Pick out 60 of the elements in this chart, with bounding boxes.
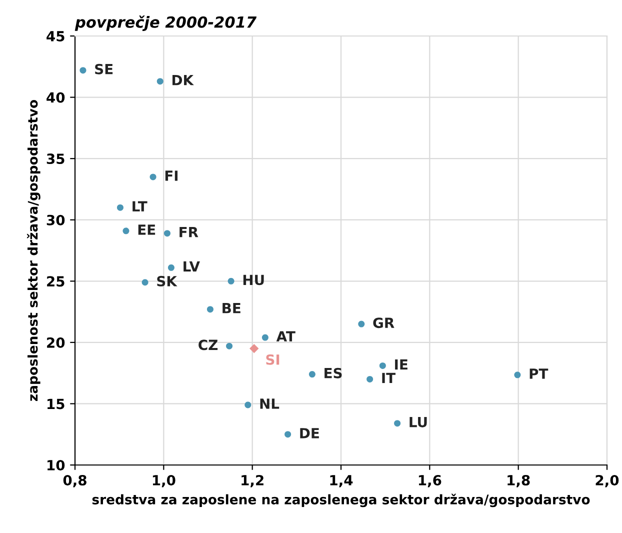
x-tick-label: 1,8 [508, 474, 530, 488]
data-label: LV [184, 261, 200, 272]
point [142, 279, 148, 286]
point [514, 372, 521, 378]
data-label: CZ [198, 340, 218, 350]
point [206, 306, 214, 313]
x-tick-label: 1,4 [330, 475, 353, 488]
y-axis-title: zaposlenost sektor država/gospodarstvo [26, 100, 40, 401]
data-label: IT [382, 372, 396, 384]
y-tick-label: 25 [47, 276, 64, 287]
data-label: HU [243, 274, 264, 286]
data-label: GR [373, 318, 394, 328]
x-axis-title: sredstva za zaposlene na zaposlenega sektor država/gospodarstvo [92, 494, 590, 508]
point [366, 376, 374, 382]
data-label: IE [395, 359, 408, 370]
data-label: LU [410, 417, 427, 428]
point [156, 78, 164, 85]
point [226, 342, 233, 350]
y-tick-label: 40 [46, 92, 65, 103]
point [80, 67, 86, 74]
chart-title: povprečje 2000-2017 [74, 15, 257, 31]
y-tick-label: 20 [47, 337, 65, 348]
point [250, 344, 259, 354]
point [284, 431, 292, 438]
point [379, 362, 386, 369]
y-tick-label: 30 [46, 214, 65, 226]
point [308, 371, 316, 378]
point [262, 334, 268, 341]
x-tick-label: 1,0 [152, 474, 176, 488]
point [116, 204, 124, 211]
data-label: LT [132, 201, 148, 212]
y-tick-label: 15 [48, 398, 64, 410]
point [122, 228, 130, 234]
data-label: DK [172, 75, 194, 86]
data-label: SK [157, 276, 178, 286]
data-label: SE [95, 64, 113, 74]
y-tick-label: 35 [46, 154, 64, 164]
y-tick-label: 10 [48, 460, 65, 470]
x-tick-label: 0,8 [63, 474, 86, 488]
point [394, 420, 401, 427]
data-label: SI [266, 354, 280, 365]
data-label: NL [260, 398, 280, 409]
point [164, 230, 170, 237]
data-label: FR [180, 227, 198, 238]
data-label: ES [324, 368, 342, 378]
point [228, 278, 234, 284]
x-tick-label: 1,6 [418, 474, 442, 488]
y-tick-label: 45 [46, 31, 64, 42]
x-tick-label: 1,2 [242, 474, 264, 488]
data-label: DE [300, 428, 319, 438]
point [168, 264, 174, 271]
data-label: BE [222, 303, 240, 314]
data-label: FI [165, 170, 178, 181]
data-label: AT [276, 331, 296, 342]
data-label: PT [530, 368, 548, 379]
point [150, 174, 156, 180]
data-label: EE [138, 224, 156, 235]
x-tick-label: 2,0 [596, 474, 619, 488]
point [244, 402, 252, 408]
point [358, 320, 365, 328]
